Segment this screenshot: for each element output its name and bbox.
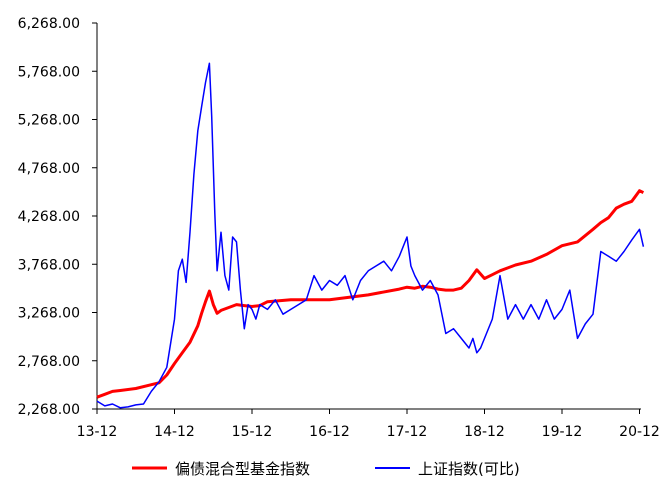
legend: 偏债混合型基金指数 上证指数(可比): [132, 460, 520, 478]
y-tick-label: 3,268.00: [18, 306, 80, 322]
y-tick-label: 6,268.00: [18, 16, 80, 32]
x-tick-label: 14-12: [154, 424, 195, 440]
y-axis-ticks: 2,268.00 2,768.00 3,268.00 3,768.00 4,268.00…: [18, 16, 97, 418]
y-tick-label: 2,768.00: [18, 354, 80, 370]
x-axis-ticks: 13-12 14-12 15-12 16-12 17-12 18-12 19-12 20-12: [77, 409, 660, 440]
x-tick-label: 19-12: [542, 424, 583, 440]
y-tick-label: 2,268.00: [18, 402, 80, 418]
series-line-2: [96, 62, 645, 409]
legend-label-series-1: 偏债混合型基金指数: [175, 460, 310, 478]
y-tick-label: 4,268.00: [18, 209, 80, 225]
x-tick-label: 16-12: [309, 424, 350, 440]
y-tick-label: 3,768.00: [18, 257, 80, 273]
y-tick-label: 5,768.00: [18, 64, 80, 80]
x-tick-label: 20-12: [619, 424, 660, 440]
x-tick-label: 13-12: [77, 424, 118, 440]
y-tick-label: 5,268.00: [18, 113, 80, 129]
series-line-1: [96, 189, 645, 399]
x-tick-label: 15-12: [232, 424, 273, 440]
series-layer: [96, 62, 645, 409]
legend-label-series-2: 上证指数(可比): [418, 460, 520, 478]
y-tick-label: 4,768.00: [18, 161, 80, 177]
x-tick-label: 18-12: [464, 424, 505, 440]
x-tick-label: 17-12: [387, 424, 428, 440]
